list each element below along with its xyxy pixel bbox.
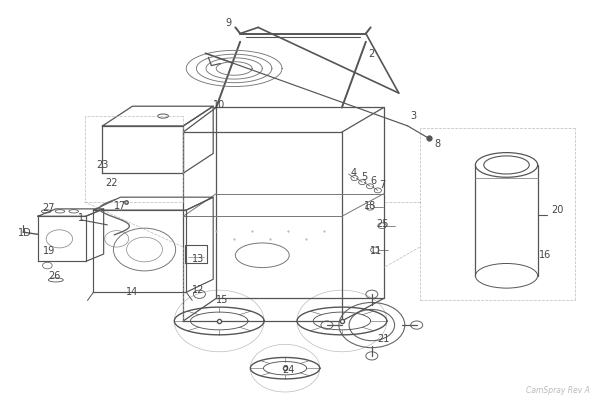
Text: 26: 26 bbox=[49, 271, 61, 281]
Text: 11: 11 bbox=[370, 246, 382, 256]
Text: 6: 6 bbox=[370, 176, 376, 186]
Text: 24: 24 bbox=[282, 365, 294, 375]
Text: 4: 4 bbox=[351, 168, 357, 178]
Text: 21: 21 bbox=[377, 335, 390, 344]
Text: 27: 27 bbox=[43, 203, 55, 213]
Text: 15: 15 bbox=[216, 295, 229, 305]
Text: 18: 18 bbox=[364, 201, 376, 211]
Text: 19: 19 bbox=[43, 246, 55, 256]
Text: 3: 3 bbox=[410, 111, 417, 121]
Text: 17: 17 bbox=[114, 201, 127, 211]
Text: 13: 13 bbox=[192, 254, 205, 265]
Text: 14: 14 bbox=[126, 287, 139, 297]
Text: 2: 2 bbox=[369, 49, 375, 59]
Text: 5: 5 bbox=[361, 172, 367, 182]
Text: 7: 7 bbox=[379, 180, 386, 190]
Text: 20: 20 bbox=[551, 205, 563, 215]
Text: 22: 22 bbox=[105, 178, 118, 188]
Text: 9: 9 bbox=[225, 18, 231, 28]
Text: 8: 8 bbox=[434, 139, 441, 150]
Text: 12: 12 bbox=[192, 285, 205, 295]
Text: 16: 16 bbox=[539, 250, 551, 260]
Text: 1: 1 bbox=[79, 213, 85, 223]
Text: 1D: 1D bbox=[18, 228, 32, 238]
Text: 10: 10 bbox=[213, 101, 226, 110]
Text: 25: 25 bbox=[376, 220, 388, 229]
Text: 23: 23 bbox=[96, 160, 109, 170]
Text: CamSpray Rev A: CamSpray Rev A bbox=[526, 386, 590, 395]
